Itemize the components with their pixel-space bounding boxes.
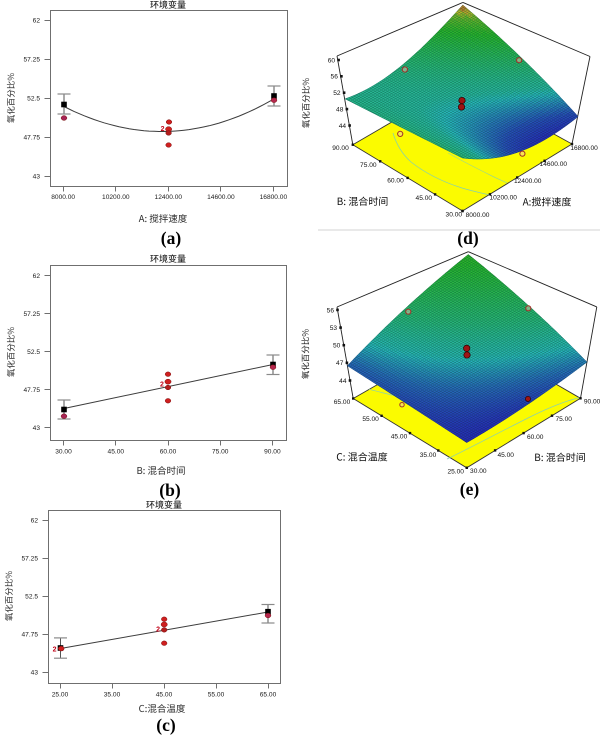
svg-text:47: 47 xyxy=(336,360,344,367)
svg-text:55.00: 55.00 xyxy=(362,416,379,423)
svg-text:75.00: 75.00 xyxy=(212,449,229,456)
svg-text:62: 62 xyxy=(33,273,41,280)
svg-text:43: 43 xyxy=(31,670,39,677)
svg-text:43: 43 xyxy=(33,425,41,432)
svg-text:65.00: 65.00 xyxy=(260,692,277,699)
svg-text:45.00: 45.00 xyxy=(391,434,408,441)
svg-text:16800.00: 16800.00 xyxy=(260,194,288,201)
svg-text:(c): (c) xyxy=(156,715,176,735)
svg-text:10200.00: 10200.00 xyxy=(102,194,130,201)
svg-text:12400.00: 12400.00 xyxy=(155,194,183,201)
svg-text:(a): (a) xyxy=(161,228,182,248)
svg-text:2: 2 xyxy=(160,381,164,388)
svg-text:56: 56 xyxy=(331,74,339,81)
svg-text:45.00: 45.00 xyxy=(416,195,433,202)
svg-text:52.5: 52.5 xyxy=(27,95,40,102)
svg-text:47.75: 47.75 xyxy=(21,632,38,639)
svg-text:35.00: 35.00 xyxy=(104,692,121,699)
svg-text:30.00: 30.00 xyxy=(55,449,72,456)
svg-text:52.5: 52.5 xyxy=(25,594,38,601)
svg-text:48: 48 xyxy=(336,107,344,114)
svg-text:90.00: 90.00 xyxy=(332,145,349,152)
svg-text:25.00: 25.00 xyxy=(52,692,69,699)
svg-text:60.00: 60.00 xyxy=(160,449,177,456)
svg-text:60.00: 60.00 xyxy=(387,178,404,185)
svg-text:75.00: 75.00 xyxy=(555,416,572,423)
svg-text:47.75: 47.75 xyxy=(23,387,40,394)
svg-text:47.75: 47.75 xyxy=(23,134,40,141)
svg-text:16800.00: 16800.00 xyxy=(570,145,598,152)
svg-text:60.00: 60.00 xyxy=(527,434,544,441)
svg-text:60: 60 xyxy=(328,57,336,64)
svg-text:30.00: 30.00 xyxy=(446,212,463,219)
svg-text:12400.00: 12400.00 xyxy=(514,178,542,185)
svg-text:44: 44 xyxy=(339,378,347,385)
svg-text:57.25: 57.25 xyxy=(23,311,40,318)
svg-text:50: 50 xyxy=(333,343,341,350)
svg-text:45.00: 45.00 xyxy=(156,692,173,699)
svg-text:62: 62 xyxy=(33,17,41,24)
svg-text:35.00: 35.00 xyxy=(420,452,437,459)
svg-text:(d): (d) xyxy=(457,228,479,248)
svg-text:8000.00: 8000.00 xyxy=(466,212,490,219)
svg-text:8000.00: 8000.00 xyxy=(51,194,75,201)
svg-text:62: 62 xyxy=(31,518,39,525)
svg-text:90.00: 90.00 xyxy=(584,399,600,406)
svg-text:2: 2 xyxy=(161,126,165,133)
svg-text:2: 2 xyxy=(53,647,57,654)
svg-text:75.00: 75.00 xyxy=(360,162,377,169)
svg-text:65.00: 65.00 xyxy=(334,399,351,406)
svg-text:57.25: 57.25 xyxy=(21,556,38,563)
svg-text:52.5: 52.5 xyxy=(27,349,40,356)
svg-text:45.00: 45.00 xyxy=(108,449,125,456)
svg-text:45.00: 45.00 xyxy=(497,452,514,459)
svg-text:57.25: 57.25 xyxy=(23,56,40,63)
svg-text:30.00: 30.00 xyxy=(470,468,487,475)
svg-text:2: 2 xyxy=(156,627,160,634)
svg-text:56: 56 xyxy=(327,307,335,314)
svg-text:52: 52 xyxy=(333,90,341,97)
svg-text:43: 43 xyxy=(33,173,41,180)
svg-text:14600.00: 14600.00 xyxy=(207,194,235,201)
svg-text:90.00: 90.00 xyxy=(264,449,281,456)
svg-text:14600.00: 14600.00 xyxy=(540,161,568,168)
svg-text:44: 44 xyxy=(339,123,347,130)
svg-text:55.00: 55.00 xyxy=(208,692,225,699)
svg-text:25.00: 25.00 xyxy=(447,468,464,475)
svg-text:10200.00: 10200.00 xyxy=(489,195,517,202)
svg-text:(b): (b) xyxy=(159,480,181,500)
svg-text:53: 53 xyxy=(330,325,338,332)
svg-text:(e): (e) xyxy=(460,479,480,499)
